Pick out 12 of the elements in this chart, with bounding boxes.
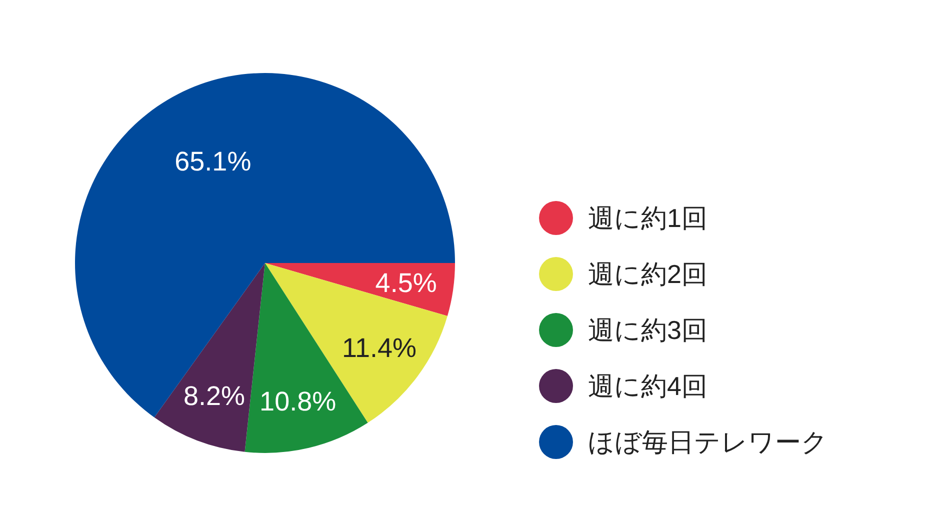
legend-label: 週に約2回 [588,258,708,290]
pie-slice [265,263,455,316]
pie-slice [75,73,455,418]
data-label: 8.2% [183,381,245,412]
data-label: 4.5% [375,268,437,298]
legend-label: 週に約4回 [588,370,708,402]
data-label: 10.8% [260,386,336,417]
legend-label: 週に約1回 [588,202,708,234]
data-label: 65.1% [174,146,252,177]
data-label: 11.4% [342,333,417,364]
legend-label: 週に約3回 [588,314,708,346]
legend-label: ほぼ毎日テレワーク [588,426,828,458]
